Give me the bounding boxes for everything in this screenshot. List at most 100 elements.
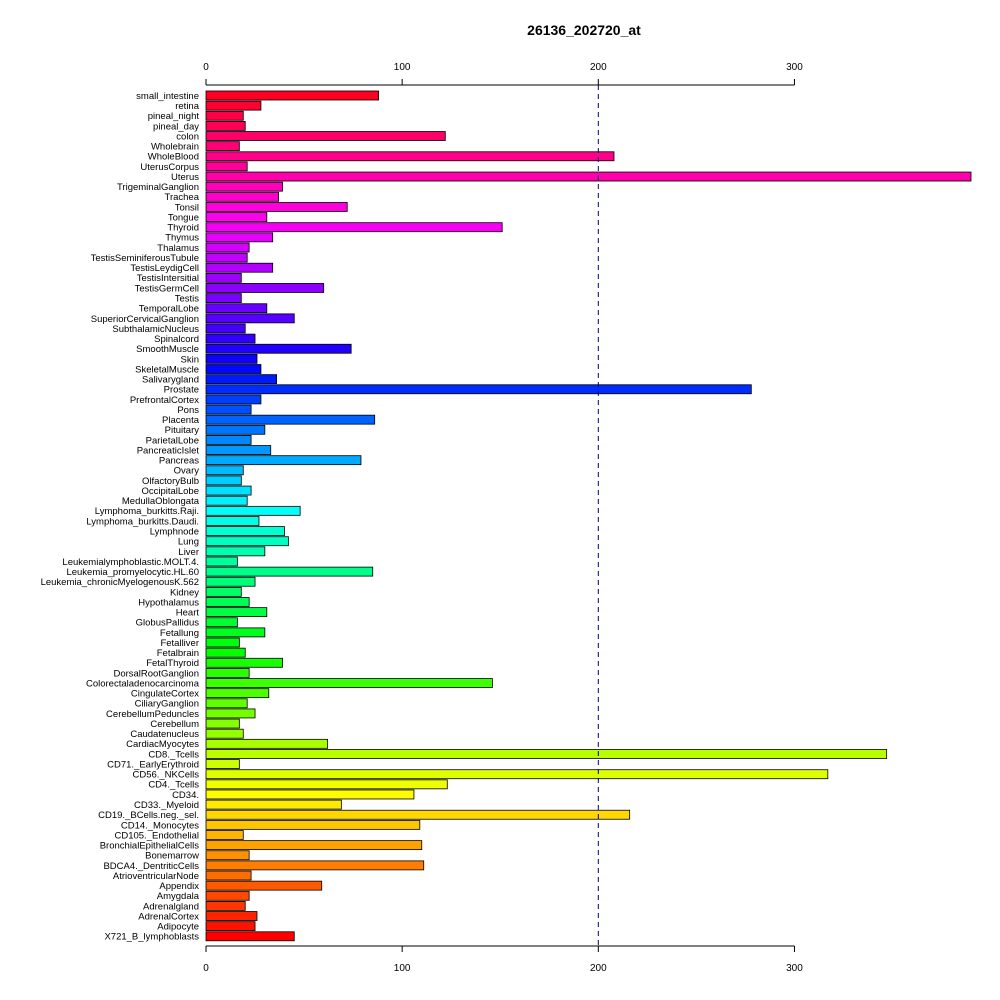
bar-CardiacMyocytes bbox=[205, 738, 329, 749]
category-label: Pituitary bbox=[165, 425, 200, 436]
category-label: Placenta bbox=[162, 415, 200, 426]
bar-Thalamus bbox=[205, 242, 250, 253]
bar-CingulateCortex bbox=[205, 688, 270, 699]
category-label: Fetalliver bbox=[160, 638, 199, 649]
category-label: Cerebellum bbox=[150, 719, 199, 730]
bar-UterusCorpus bbox=[205, 161, 248, 172]
bar-retina bbox=[205, 100, 262, 111]
bottom-x-axis: 0 100 200 300 bbox=[203, 945, 803, 974]
category-label: pineal_day bbox=[153, 121, 199, 132]
bar-Testis bbox=[205, 293, 242, 304]
category-label: Leukemia_chronicMyelogenousK.562 bbox=[41, 577, 199, 588]
category-label: retina bbox=[175, 101, 199, 112]
bar-Thyroid bbox=[205, 222, 503, 233]
category-label: Ovary bbox=[174, 466, 200, 477]
category-label: MedullaOblongata bbox=[122, 496, 200, 507]
bar-Fetallung bbox=[205, 627, 266, 638]
category-label: CiliaryGanglion bbox=[135, 699, 199, 710]
bar-Lung bbox=[205, 536, 289, 547]
bar-pineal_day bbox=[205, 120, 246, 131]
category-label: Caudatenucleus bbox=[130, 729, 199, 740]
category-label: Tongue bbox=[168, 212, 199, 223]
category-label: Lymphoma_burkitts.Daudi. bbox=[86, 516, 199, 527]
category-label: Liver bbox=[178, 547, 199, 558]
bar-FetalThyroid bbox=[205, 657, 283, 668]
category-label: Pons bbox=[177, 405, 199, 416]
category-label: pineal_night bbox=[148, 111, 200, 122]
category-label: small_intestine bbox=[136, 91, 199, 102]
category-label: Thalamus bbox=[157, 243, 199, 254]
bar-Leukemia_promyelocytic.HL.60 bbox=[205, 566, 374, 577]
bar-BDCA4._DentriticCells bbox=[205, 860, 425, 871]
bar-SkeletalMuscle bbox=[205, 364, 262, 374]
category-label: SmoothMuscle bbox=[136, 344, 199, 355]
category-label: TemporalLobe bbox=[139, 304, 199, 315]
category-labels-group: small_intestineretinapineal_nightpineal_… bbox=[41, 91, 200, 943]
bar-CD56._NKCells bbox=[205, 769, 829, 780]
top-tick-label: 100 bbox=[394, 62, 411, 73]
bar-GlobusPallidus bbox=[205, 617, 238, 628]
category-label: CingulateCortex bbox=[131, 689, 199, 700]
category-label: Thymus bbox=[165, 233, 199, 244]
category-label: TestisSeminiferousTubule bbox=[91, 253, 199, 264]
bar-Placenta bbox=[205, 414, 376, 425]
category-label: Lymphnode bbox=[150, 526, 199, 537]
bar-Uterus bbox=[205, 171, 972, 182]
category-label: DorsalRootGanglion bbox=[113, 668, 199, 679]
category-label: BDCA4._DentriticCells bbox=[103, 861, 199, 872]
bar-colon bbox=[205, 131, 446, 141]
bar-CerebellumPeduncles bbox=[205, 708, 256, 719]
bar-Lymphnode bbox=[205, 526, 285, 536]
bar-Bonemarrow bbox=[205, 850, 250, 861]
category-label: PancreaticIslet bbox=[137, 445, 200, 456]
bar-Tongue bbox=[205, 212, 268, 222]
category-label: SuperiorCervicalGanglion bbox=[91, 314, 199, 325]
bar-WholeBlood bbox=[205, 151, 615, 162]
bar-OccipitalLobe bbox=[205, 485, 252, 496]
bar-TrigeminalGanglion bbox=[205, 181, 283, 192]
bar-SuperiorCervicalGanglion bbox=[205, 313, 295, 324]
category-label: Adrenalgland bbox=[143, 901, 199, 912]
bar-Wholebrain bbox=[205, 141, 240, 152]
bars-group bbox=[205, 90, 972, 942]
bar-MedullaOblongata bbox=[205, 495, 248, 506]
bar-AtrioventricularNode bbox=[205, 870, 252, 881]
bar-Heart bbox=[205, 607, 268, 618]
bar-Adrenalgland bbox=[205, 901, 246, 911]
bar-Colorectaladenocarcinoma bbox=[205, 678, 493, 688]
bar-Liver bbox=[205, 546, 266, 557]
bar-TestisSeminiferousTubule bbox=[205, 252, 248, 263]
bar-Lymphoma_burkitts.Raji. bbox=[205, 505, 301, 516]
bar-pineal_night bbox=[205, 110, 244, 121]
category-label: CD33._Myeloid bbox=[134, 800, 199, 811]
category-label: Heart bbox=[176, 608, 200, 619]
bar-DorsalRootGanglion bbox=[205, 668, 250, 678]
category-label: BronchialEpithelialCells bbox=[100, 841, 200, 852]
category-label: X721_B_lymphoblasts bbox=[104, 932, 199, 943]
category-label: Lymphoma_burkitts.Raji. bbox=[95, 506, 199, 517]
category-label: TrigeminalGanglion bbox=[117, 182, 199, 193]
bar-SubthalamicNucleus bbox=[205, 323, 246, 334]
category-label: Colorectaladenocarcinoma bbox=[86, 678, 200, 689]
category-label: Salivarygland bbox=[142, 375, 199, 386]
category-label: WholeBlood bbox=[148, 152, 199, 163]
bar-SmoothMuscle bbox=[205, 343, 352, 354]
category-label: ParietalLobe bbox=[146, 435, 199, 446]
category-label: Lung bbox=[178, 537, 199, 548]
bar-Leukemialymphoblastic.MOLT.4. bbox=[205, 556, 238, 567]
bottom-tick-label: 200 bbox=[590, 963, 607, 974]
category-label: Spinalcord bbox=[154, 334, 199, 345]
bar-Fetalbrain bbox=[205, 647, 246, 658]
bar-CD71._EarlyErythroid bbox=[205, 759, 240, 769]
bar-Appendix bbox=[205, 880, 323, 891]
category-label: Appendix bbox=[159, 881, 199, 892]
category-label: OccipitalLobe bbox=[141, 486, 199, 497]
category-label: colon bbox=[176, 131, 199, 142]
bar-Amygdala bbox=[205, 890, 250, 901]
category-label: Uterus bbox=[171, 172, 199, 183]
bar-Ovary bbox=[205, 465, 244, 476]
category-label: FetalThyroid bbox=[146, 658, 199, 669]
bar-AdrenalCortex bbox=[205, 911, 258, 921]
category-label: CD4._Tcells bbox=[148, 780, 199, 791]
